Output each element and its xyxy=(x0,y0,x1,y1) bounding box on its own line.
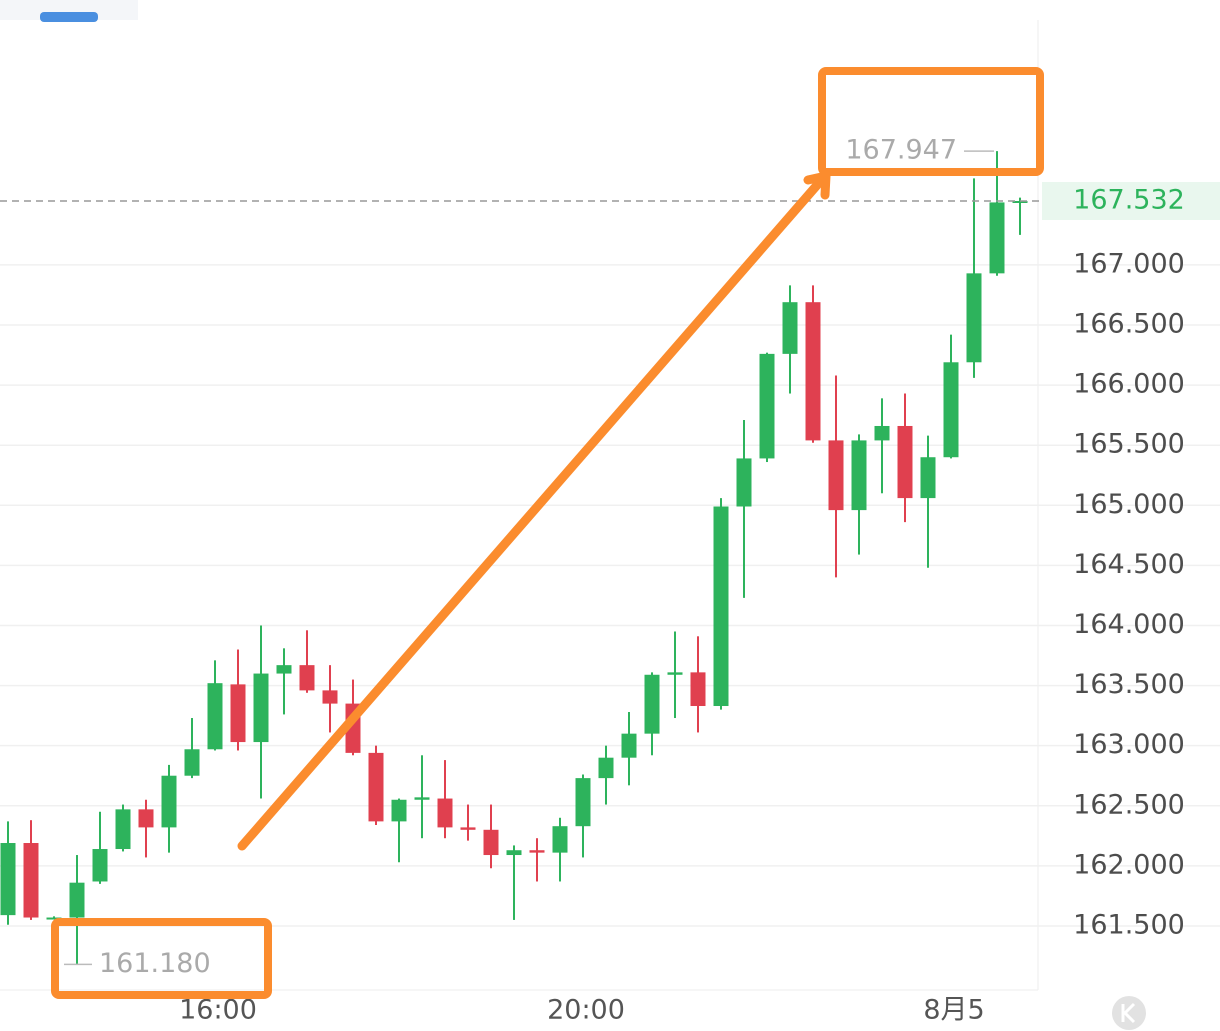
highlight-box xyxy=(51,918,272,999)
candle-body xyxy=(1012,200,1028,203)
max-label: 167.947 xyxy=(845,135,957,166)
y-tick-label: 163.500 xyxy=(1073,669,1185,700)
candle-body xyxy=(506,850,522,856)
candle-body xyxy=(46,917,62,920)
min-label: 161.180 xyxy=(99,948,211,979)
candle-body xyxy=(276,665,292,674)
candle-body xyxy=(437,798,453,828)
highlight-box xyxy=(818,67,1044,176)
candle-body xyxy=(920,457,936,499)
plot: 16:00 20:00 8月5 167.532 167.947 161.180 xyxy=(0,135,1220,1026)
y-tick-label: 164.000 xyxy=(1073,609,1185,640)
candle-body xyxy=(805,302,821,441)
y-tick-label: 164.500 xyxy=(1073,549,1185,580)
y-tick-label: 166.500 xyxy=(1073,309,1185,340)
candle-body xyxy=(621,733,637,758)
candle-body xyxy=(184,749,200,776)
candle-body xyxy=(897,425,913,499)
last-price-box xyxy=(1042,181,1220,220)
overlay xyxy=(51,67,1044,999)
x-tick-label: 8月5 xyxy=(923,995,984,1026)
candle-body xyxy=(644,674,660,734)
k-button[interactable] xyxy=(1112,996,1146,1030)
candle-body xyxy=(989,202,1005,274)
candle-body xyxy=(69,882,85,918)
y-tick-label: 166.000 xyxy=(1073,369,1185,400)
candle-body xyxy=(138,809,154,828)
candle-body xyxy=(299,665,315,691)
candle-body xyxy=(736,458,752,507)
y-tick-label: 161.500 xyxy=(1073,909,1185,940)
x-tick-label: 16:00 xyxy=(179,995,257,1026)
x-tick-label: 20:00 xyxy=(547,995,625,1026)
candle-body xyxy=(115,809,131,850)
grid: 161.500 162.000 162.500 163.000 163.500 164.0… xyxy=(0,248,1220,940)
y-tick-label: 165.000 xyxy=(1073,489,1185,520)
y-tick-label: 163.000 xyxy=(1073,729,1185,760)
candle-body xyxy=(690,672,706,707)
candle-body xyxy=(943,362,959,458)
candle-body xyxy=(966,273,982,363)
candle-body xyxy=(23,843,39,918)
top-bar xyxy=(0,0,138,20)
y-tick-label: 165.500 xyxy=(1073,429,1185,460)
candle-body xyxy=(874,425,890,441)
candle-body xyxy=(0,843,16,916)
k-icon xyxy=(1121,1002,1136,1024)
candle-body xyxy=(414,797,430,800)
candle-body xyxy=(598,757,614,779)
candle-body xyxy=(667,672,683,675)
candle-body xyxy=(460,827,476,830)
candle-body xyxy=(713,506,729,707)
candle-body xyxy=(782,302,798,354)
tab[interactable] xyxy=(40,12,98,22)
candle-body xyxy=(759,353,775,459)
candle-body xyxy=(828,440,844,511)
last-price-label: 167.532 xyxy=(1073,184,1185,215)
trend-arrow xyxy=(237,179,823,851)
candle-body xyxy=(207,683,223,750)
candle-body xyxy=(851,440,867,511)
candle-body xyxy=(322,690,338,704)
candle-body xyxy=(391,799,407,822)
candle-body xyxy=(230,684,246,743)
candle-body xyxy=(575,778,591,827)
y-tick-label: 162.000 xyxy=(1073,849,1185,880)
candle-body xyxy=(253,673,269,743)
candle-body xyxy=(529,850,545,853)
candle-body xyxy=(368,752,384,822)
y-tick-label: 167.000 xyxy=(1073,248,1185,279)
y-tick-label: 162.500 xyxy=(1073,789,1185,820)
candle-body xyxy=(92,849,108,882)
arrow-head xyxy=(803,171,831,200)
candle-body xyxy=(552,826,568,853)
candle-body xyxy=(483,829,499,856)
candle-body xyxy=(161,775,177,828)
